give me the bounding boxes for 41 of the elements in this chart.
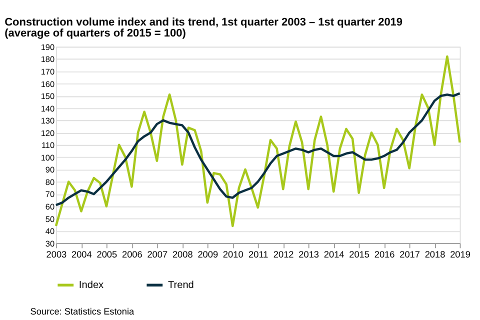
y-tick-label: 110 [41,141,56,150]
y-tick-label: 100 [40,153,56,162]
x-tick-label: 2003 [46,249,67,260]
x-tick-label: 2017 [400,249,420,260]
y-tick-label: 130 [40,116,56,126]
x-tick-label: 2009 [198,249,218,260]
x-tick-label: 2005 [96,249,118,260]
x-tick-label: 2006 [122,249,142,260]
y-tick-label: 80 [45,178,56,187]
y-tick-label: 170 [40,67,56,76]
y-tick-label: 190 [40,42,56,52]
chart-title: Construction volume index and its trend, 1st quarter 2003 – 1st quarter 2019 [4,16,403,29]
y-tick-label: 60 [45,202,56,212]
legend-label: Index [78,280,104,291]
x-tick-label: 2004 [71,249,92,260]
x-tick-label: 2016 [374,249,395,260]
x-tick-label: 2012 [273,249,294,260]
chart-subtitle: (average of quarters of 2015 = 100) [4,28,186,40]
x-tick-label: 2015 [349,249,370,260]
source-note: Source: Statistics Estonia [30,306,136,317]
x-tick-label: 2010 [222,249,244,260]
y-tick-label: 150 [40,92,56,102]
y-tick-label: 160 [40,80,56,89]
line-series [54,55,461,228]
y-tick-label: 180 [40,55,56,64]
x-tick-label: 2008 [172,249,193,260]
x-tick-label: 2007 [147,249,168,260]
y-tick-label: 120 [40,128,56,138]
y-tick-label: 50 [45,214,56,224]
y-tick-label: 30 [45,239,56,248]
x-tick-label: 2011 [248,249,268,260]
y-tick-label: 140 [40,104,56,114]
x-tick-label: 2014 [324,249,344,260]
y-tick-label: 70 [45,190,56,200]
legend-label: Trend [168,280,194,291]
x-tick-label: 2019 [450,249,470,260]
x-tick-label: 2018 [424,249,446,260]
line-series [54,92,461,206]
x-tick-label: 2013 [298,249,320,260]
y-tick-label: 90 [45,166,56,175]
y-tick-label: 40 [45,227,56,236]
